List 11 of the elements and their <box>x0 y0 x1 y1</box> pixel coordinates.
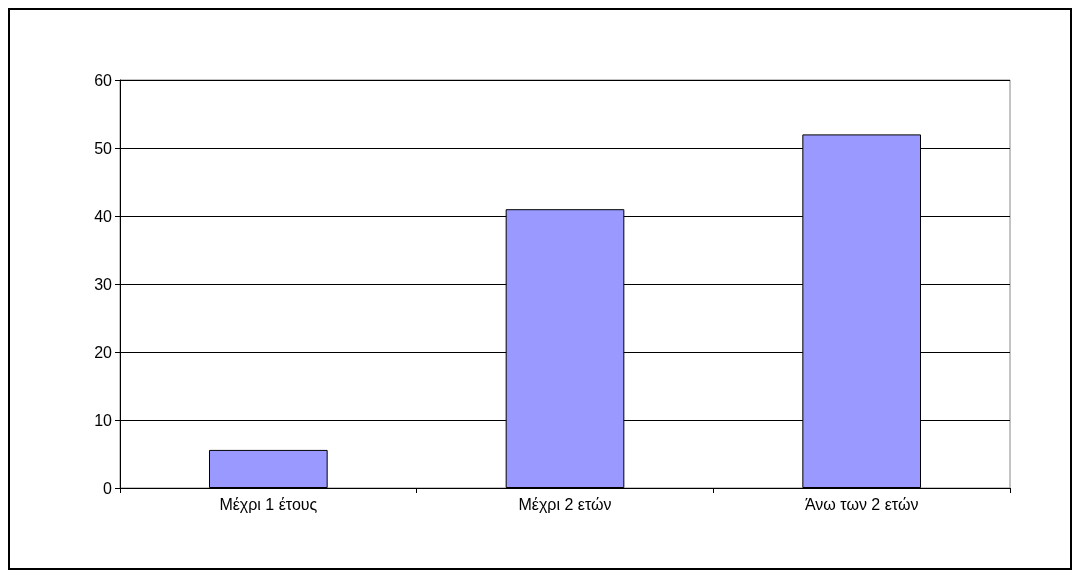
x-tick-label: Άνω των 2 ετών <box>804 495 919 513</box>
y-tick-label: 10 <box>94 411 113 429</box>
y-tick-label: 20 <box>94 343 113 361</box>
y-tick-label: 0 <box>103 479 113 497</box>
y-tick-label: 50 <box>94 139 113 157</box>
bar <box>209 449 328 488</box>
y-tick-label: 40 <box>94 207 113 225</box>
y-tick-label: 30 <box>94 275 113 293</box>
x-tick-label: Μέχρι 1 έτους <box>219 495 318 513</box>
x-tick-label: Μέχρι 2 ετών <box>518 495 612 513</box>
y-tick-label: 60 <box>94 71 113 89</box>
